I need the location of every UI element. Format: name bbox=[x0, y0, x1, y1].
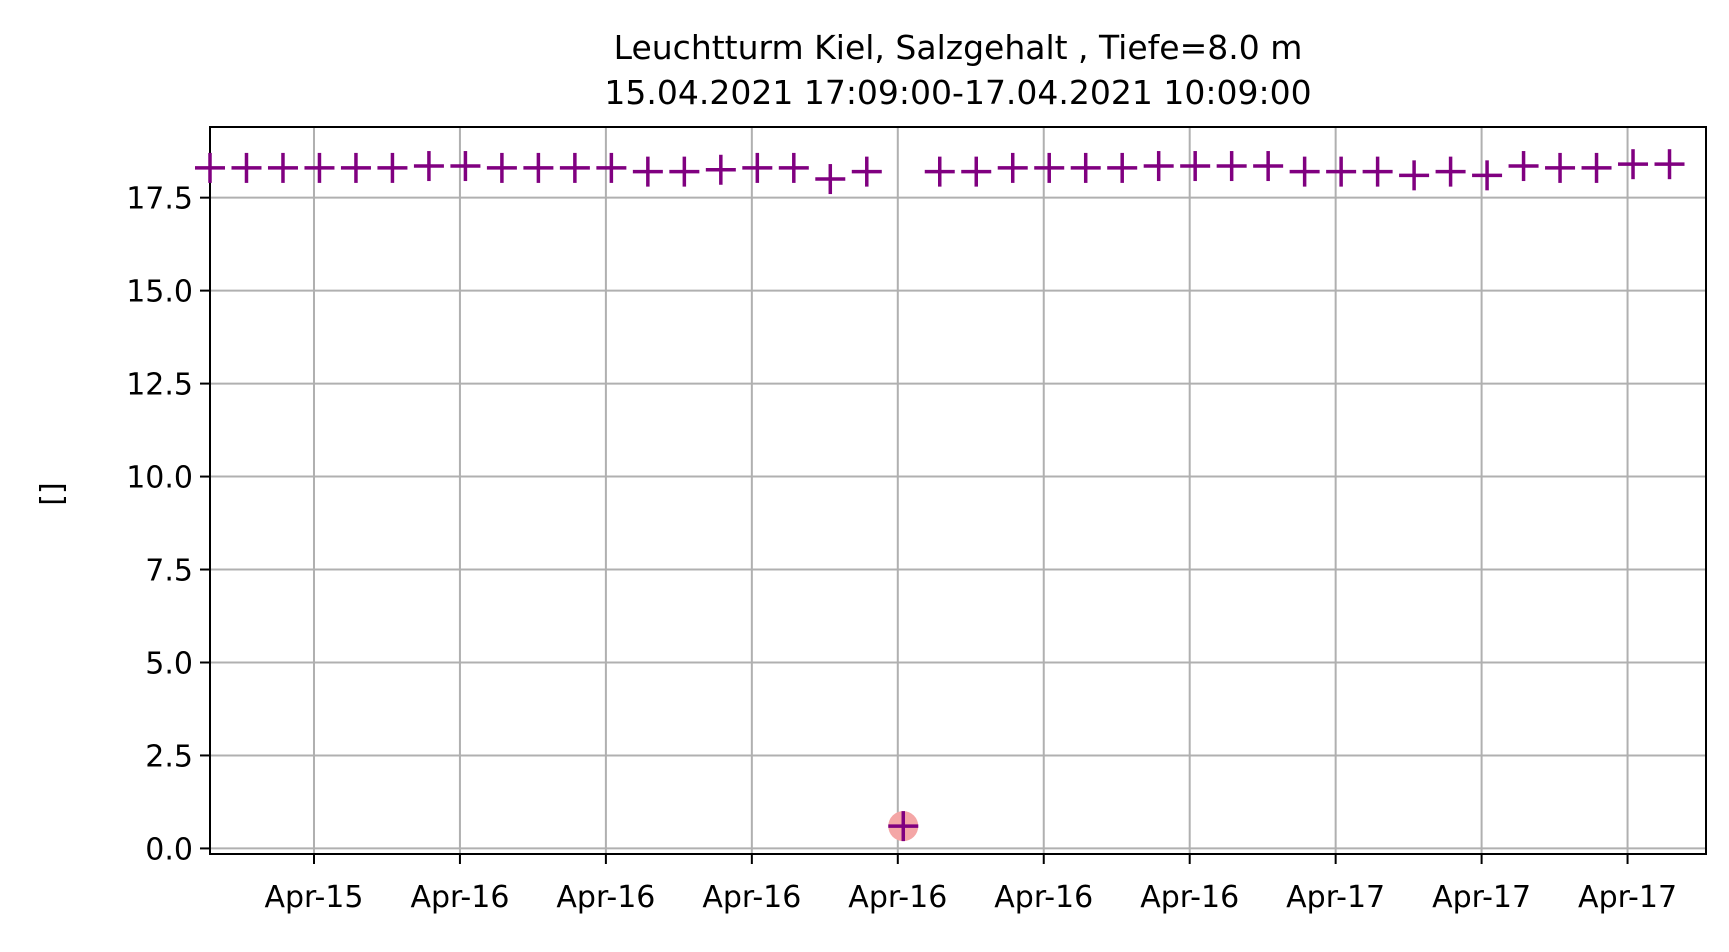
data-point bbox=[1107, 152, 1138, 183]
y-tick-label: 10.0 bbox=[126, 461, 193, 496]
x-tick-label: Apr-16 bbox=[848, 880, 947, 915]
data-point bbox=[851, 156, 882, 187]
data-point bbox=[1143, 151, 1174, 182]
data-point bbox=[924, 156, 955, 187]
data-point bbox=[340, 152, 371, 183]
data-point bbox=[1545, 152, 1576, 183]
data-point bbox=[486, 152, 517, 183]
data-point bbox=[705, 154, 736, 185]
data-point bbox=[997, 152, 1028, 183]
data-point bbox=[669, 156, 700, 187]
data-point bbox=[888, 811, 919, 842]
plot-frame bbox=[209, 126, 1707, 855]
data-point bbox=[413, 151, 444, 182]
data-point bbox=[450, 151, 481, 182]
y-tick-label: 17.5 bbox=[126, 182, 193, 217]
x-tick-label: Apr-16 bbox=[1140, 880, 1239, 915]
data-point bbox=[632, 156, 663, 187]
data-point bbox=[1180, 151, 1211, 182]
data-point bbox=[778, 152, 809, 183]
data-point bbox=[1326, 156, 1357, 187]
data-point bbox=[1216, 151, 1247, 182]
data-point bbox=[1034, 152, 1065, 183]
data-point bbox=[961, 156, 992, 187]
y-axis-label: [] bbox=[35, 482, 70, 505]
data-point bbox=[304, 152, 335, 183]
data-point bbox=[1581, 152, 1612, 183]
data-points bbox=[195, 149, 1685, 842]
data-point bbox=[1399, 160, 1430, 191]
chart-title: Leuchtturm Kiel, Salzgehalt , Tiefe=8.0 … bbox=[614, 28, 1303, 67]
x-tick-label: Apr-16 bbox=[556, 880, 655, 915]
x-tick-label: Apr-15 bbox=[264, 880, 363, 915]
x-tick-label: Apr-17 bbox=[1432, 880, 1531, 915]
data-point bbox=[1508, 151, 1539, 182]
data-point bbox=[1253, 151, 1284, 182]
data-point bbox=[231, 152, 262, 183]
x-axis: Apr-15 Apr-16 Apr-16 Apr-16 Apr-16 Apr-16 Apr-… bbox=[264, 854, 1677, 915]
y-tick-label: 5.0 bbox=[145, 646, 193, 681]
x-tick-label: Apr-16 bbox=[994, 880, 1093, 915]
y-axis: 0.0 2.5 5.0 7.5 10.0 12.5 15.0 17.5 bbox=[126, 182, 210, 867]
x-tick-label: Apr-16 bbox=[702, 880, 801, 915]
x-tick-label: Apr-17 bbox=[1578, 880, 1677, 915]
grid-lines bbox=[210, 127, 1706, 854]
data-point bbox=[267, 152, 298, 183]
data-point bbox=[1362, 156, 1393, 187]
data-point bbox=[1070, 152, 1101, 183]
data-point bbox=[1435, 156, 1466, 187]
x-tick-label: Apr-17 bbox=[1286, 880, 1385, 915]
data-point bbox=[1289, 156, 1320, 187]
data-point bbox=[1618, 149, 1649, 180]
data-point bbox=[559, 152, 590, 183]
data-point bbox=[815, 164, 846, 195]
y-tick-label: 0.0 bbox=[145, 832, 193, 867]
data-point bbox=[1654, 149, 1685, 180]
y-tick-label: 2.5 bbox=[145, 739, 193, 774]
data-point bbox=[596, 152, 627, 183]
data-point bbox=[377, 152, 408, 183]
y-tick-label: 7.5 bbox=[145, 554, 193, 589]
chart-subtitle: 15.04.2021 17:09:00-17.04.2021 10:09:00 bbox=[604, 73, 1311, 112]
y-tick-label: 12.5 bbox=[126, 368, 193, 403]
y-tick-label: 15.0 bbox=[126, 275, 193, 310]
data-point bbox=[195, 152, 225, 183]
data-point bbox=[742, 152, 773, 183]
data-point bbox=[1472, 160, 1503, 191]
x-tick-label: Apr-16 bbox=[410, 880, 509, 915]
data-point bbox=[523, 152, 554, 183]
